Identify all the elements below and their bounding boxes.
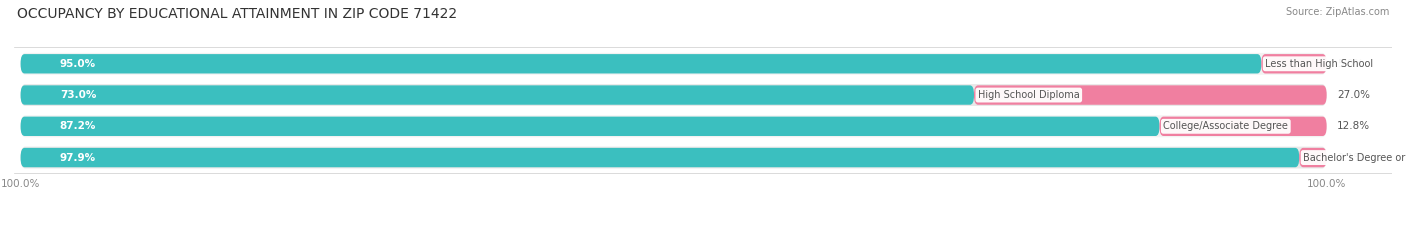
FancyBboxPatch shape — [21, 53, 1327, 75]
FancyBboxPatch shape — [974, 85, 1327, 105]
Text: OCCUPANCY BY EDUCATIONAL ATTAINMENT IN ZIP CODE 71422: OCCUPANCY BY EDUCATIONAL ATTAINMENT IN Z… — [17, 7, 457, 21]
Text: 87.2%: 87.2% — [60, 121, 96, 131]
Text: 97.9%: 97.9% — [60, 153, 96, 163]
Text: 5.0%: 5.0% — [1337, 59, 1364, 69]
FancyBboxPatch shape — [21, 85, 974, 105]
FancyBboxPatch shape — [1160, 116, 1327, 136]
Text: 2.1%: 2.1% — [1337, 153, 1364, 163]
Text: Less than High School: Less than High School — [1265, 59, 1374, 69]
FancyBboxPatch shape — [21, 115, 1327, 137]
FancyBboxPatch shape — [21, 148, 1299, 167]
FancyBboxPatch shape — [1299, 148, 1327, 167]
Text: High School Diploma: High School Diploma — [979, 90, 1080, 100]
Text: 73.0%: 73.0% — [60, 90, 96, 100]
FancyBboxPatch shape — [21, 54, 1261, 73]
Legend: Owner-occupied, Renter-occupied: Owner-occupied, Renter-occupied — [596, 231, 810, 233]
FancyBboxPatch shape — [21, 116, 1160, 136]
Text: 12.8%: 12.8% — [1337, 121, 1371, 131]
Text: College/Associate Degree: College/Associate Degree — [1163, 121, 1288, 131]
Text: 27.0%: 27.0% — [1337, 90, 1369, 100]
FancyBboxPatch shape — [21, 147, 1327, 168]
Text: Source: ZipAtlas.com: Source: ZipAtlas.com — [1285, 7, 1389, 17]
Text: Bachelor's Degree or higher: Bachelor's Degree or higher — [1303, 153, 1406, 163]
FancyBboxPatch shape — [21, 84, 1327, 106]
Text: 95.0%: 95.0% — [60, 59, 96, 69]
FancyBboxPatch shape — [1261, 54, 1327, 73]
